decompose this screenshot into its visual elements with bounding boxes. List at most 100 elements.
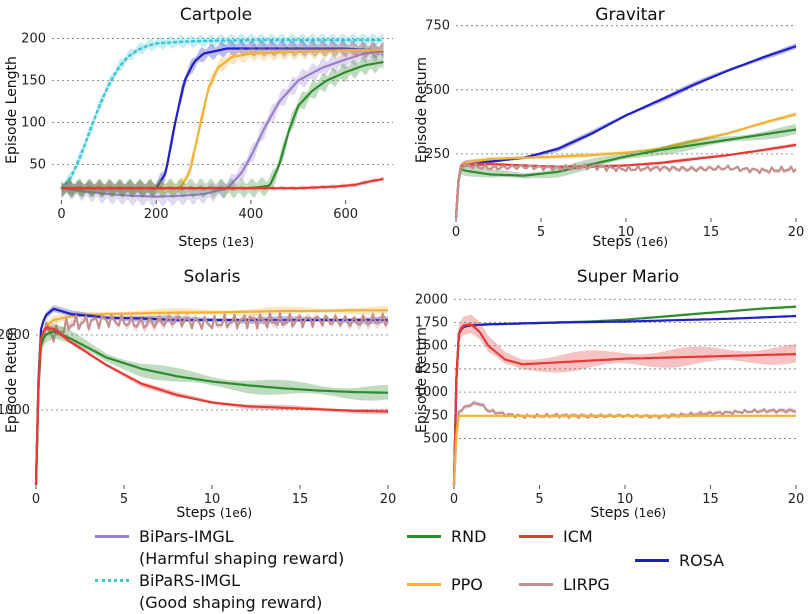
series-line-ppo <box>454 113 797 219</box>
series-band-bipars_harmful <box>61 41 384 207</box>
y-tick-label: 1500 <box>415 339 448 354</box>
gravitar-xlabel: Steps <box>592 234 631 250</box>
x-tick-label: 0 <box>32 492 40 507</box>
x-tick-label: 400 <box>239 207 264 222</box>
legend-item-bipars-harmful: BiPars-IMGL (Harmful shaping reward) <box>95 526 344 570</box>
super-mario-title: Super Mario <box>577 267 679 287</box>
x-tick-label: 5 <box>535 492 543 507</box>
legend-item-bipars-good: BiPaRS-IMGL (Good shaping reward) <box>95 570 322 614</box>
solaris-xunit: (1e6) <box>220 506 252 520</box>
series-band-icm <box>454 314 796 496</box>
gravitar-xunit: (1e6) <box>636 235 668 249</box>
series-line-rnd <box>34 330 389 486</box>
x-tick-label: 0 <box>450 492 458 507</box>
series-line-rnd <box>454 128 797 219</box>
y-tick-label: 200 <box>21 31 46 46</box>
x-tick-label: 15 <box>702 492 719 507</box>
legend-item-rosa: ROSA <box>635 550 724 572</box>
legend-swatch-bipars-harmful <box>95 535 129 538</box>
series-band-lirpg <box>36 308 388 491</box>
series-band-rosa <box>454 315 796 486</box>
cartpole-title: Cartpole <box>180 5 252 25</box>
legend-swatch-bipars-good <box>95 579 129 582</box>
x-tick-label: 5 <box>537 225 545 240</box>
legend-label-bipars-harmful: BiPars-IMGL (Harmful shaping reward) <box>139 527 345 568</box>
series-line-icm <box>452 323 796 486</box>
series-line-icm <box>34 326 389 486</box>
series-line-rosa <box>454 45 797 219</box>
series-line-lirpg <box>34 312 389 486</box>
gravitar-ylabel: Episode Return <box>414 57 430 163</box>
legend-label-rnd: RND <box>451 527 487 546</box>
super-mario-panel: Super Mario Episode Return Steps (1e6) 5… <box>414 267 804 521</box>
x-tick-label: 5 <box>120 492 128 507</box>
series-line-rosa <box>452 314 797 486</box>
series-band-lirpg <box>454 399 796 488</box>
series-line-bipars_good <box>60 38 385 190</box>
legend-item-icm: ICM <box>519 526 593 548</box>
legend-item-rnd: RND <box>407 526 486 548</box>
x-tick-label: 0 <box>452 225 460 240</box>
x-tick-label: 20 <box>380 492 397 507</box>
x-tick-label: 15 <box>703 225 720 240</box>
x-tick-label: 10 <box>617 492 634 507</box>
gravitar-title: Gravitar <box>595 5 664 25</box>
x-tick-label: 20 <box>788 225 805 240</box>
series-band-rnd <box>456 124 796 224</box>
x-tick-label: 600 <box>333 207 358 222</box>
legend-item-ppo: PPO <box>407 574 483 596</box>
y-tick-label: 1750 <box>415 316 448 331</box>
solaris-panel: Solaris Episode Return Steps (1e6) 1000 2… <box>0 267 396 521</box>
series-band-ppo <box>36 305 388 490</box>
solaris-xlabel: Steps <box>176 505 215 521</box>
cartpole-xunit: (1e3) <box>222 235 254 249</box>
legend-item-lirpg: LIRPG <box>519 574 610 596</box>
super-mario-xlabel: Steps <box>590 505 629 521</box>
x-tick-label: 15 <box>292 492 309 507</box>
x-tick-label: 0 <box>57 207 65 222</box>
legend-swatch-lirpg <box>519 583 553 586</box>
legend-label-ppo: PPO <box>451 575 483 594</box>
legend-swatch-icm <box>519 535 553 538</box>
y-tick-label: 100 <box>21 116 46 131</box>
cartpole-xlabel: Steps <box>178 234 217 250</box>
solaris-title: Solaris <box>184 267 241 287</box>
legend-swatch-rnd <box>407 535 441 538</box>
cartpole-panel: Cartpole Episode Length Steps (1e3) 50 10… <box>4 5 393 250</box>
legend-label-bipars-good: BiPaRS-IMGL (Good shaping reward) <box>139 571 323 612</box>
series-line-lirpg <box>454 162 797 219</box>
y-tick-label: 50 <box>29 158 46 173</box>
y-tick-label: 2000 <box>415 292 448 307</box>
solaris-ylabel: Episode Return <box>4 327 20 433</box>
x-tick-label: 10 <box>618 225 635 240</box>
series-band-rnd <box>61 51 384 199</box>
y-tick-label: 1000 <box>415 385 448 400</box>
super-mario-ylabel: Episode Return <box>414 327 430 433</box>
cartpole-ylabel: Episode Length <box>4 56 20 164</box>
series-band-rnd <box>36 323 388 494</box>
series-line-ppo <box>34 309 388 486</box>
legend-swatch-ppo <box>407 583 441 586</box>
x-tick-label: 200 <box>144 207 169 222</box>
legend-label-rosa: ROSA <box>679 551 725 570</box>
y-tick-label: 250 <box>425 147 450 162</box>
series-band-rosa <box>36 305 388 489</box>
y-tick-label: 500 <box>423 432 448 447</box>
y-tick-label: 1000 <box>0 403 30 418</box>
y-tick-label: 150 <box>21 73 46 88</box>
series-line-rnd <box>452 305 797 486</box>
legend-label-lirpg: LIRPG <box>563 575 610 594</box>
legend: BiPars-IMGL (Harmful shaping reward) BiP… <box>95 526 795 612</box>
figure: Cartpole Episode Length Steps (1e3) 5010… <box>0 5 804 521</box>
legend-label-icm: ICM <box>563 527 593 546</box>
series-line-ppo <box>452 414 796 486</box>
y-tick-label: 500 <box>425 83 450 98</box>
series-band-rnd <box>454 305 796 487</box>
legend-swatch-rosa <box>635 559 669 562</box>
series-line-icm <box>61 177 384 190</box>
super-mario-xunit: (1e6) <box>634 506 666 520</box>
series-line-bipars_harmful <box>61 49 384 198</box>
x-tick-label: 20 <box>788 492 805 507</box>
y-tick-label: 750 <box>423 408 448 423</box>
gravitar-panel: Gravitar Episode Return Steps (1e6) 250 5… <box>414 5 804 250</box>
